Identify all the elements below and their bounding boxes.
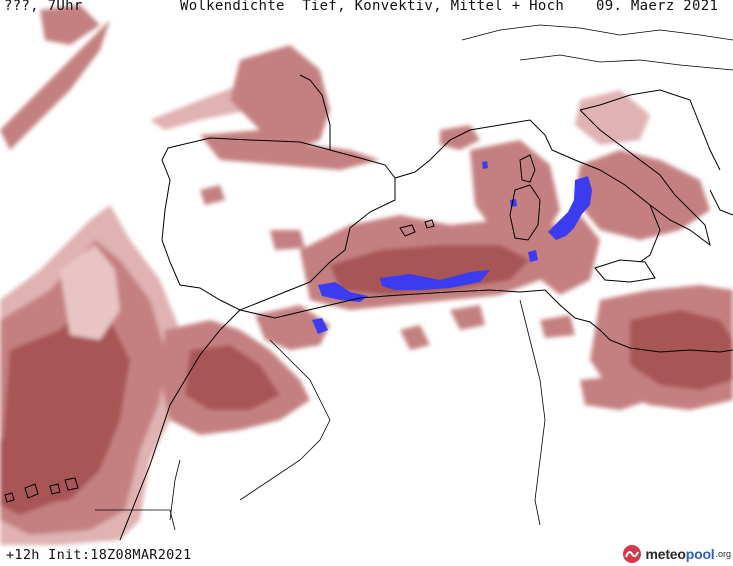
coastline-layer bbox=[4, 24, 733, 541]
logo-tld: .org bbox=[715, 549, 731, 559]
logo-name: meteopool bbox=[645, 546, 715, 562]
location-label: ???, 7Uhr bbox=[4, 0, 83, 14]
map-title: Wolkendichte Tief, Konvektiv, Mittel + H… bbox=[180, 0, 565, 14]
run-info: +12h Init:18Z08MAR2021 bbox=[6, 547, 192, 563]
cloud-cover-layer bbox=[0, 5, 733, 545]
meteopool-logo-icon bbox=[623, 545, 642, 563]
convective-cloud-layer bbox=[312, 161, 592, 334]
meteopool-logo[interactable]: meteopool .org bbox=[622, 542, 731, 566]
map-date: 09. Maerz 2021 bbox=[596, 0, 719, 14]
